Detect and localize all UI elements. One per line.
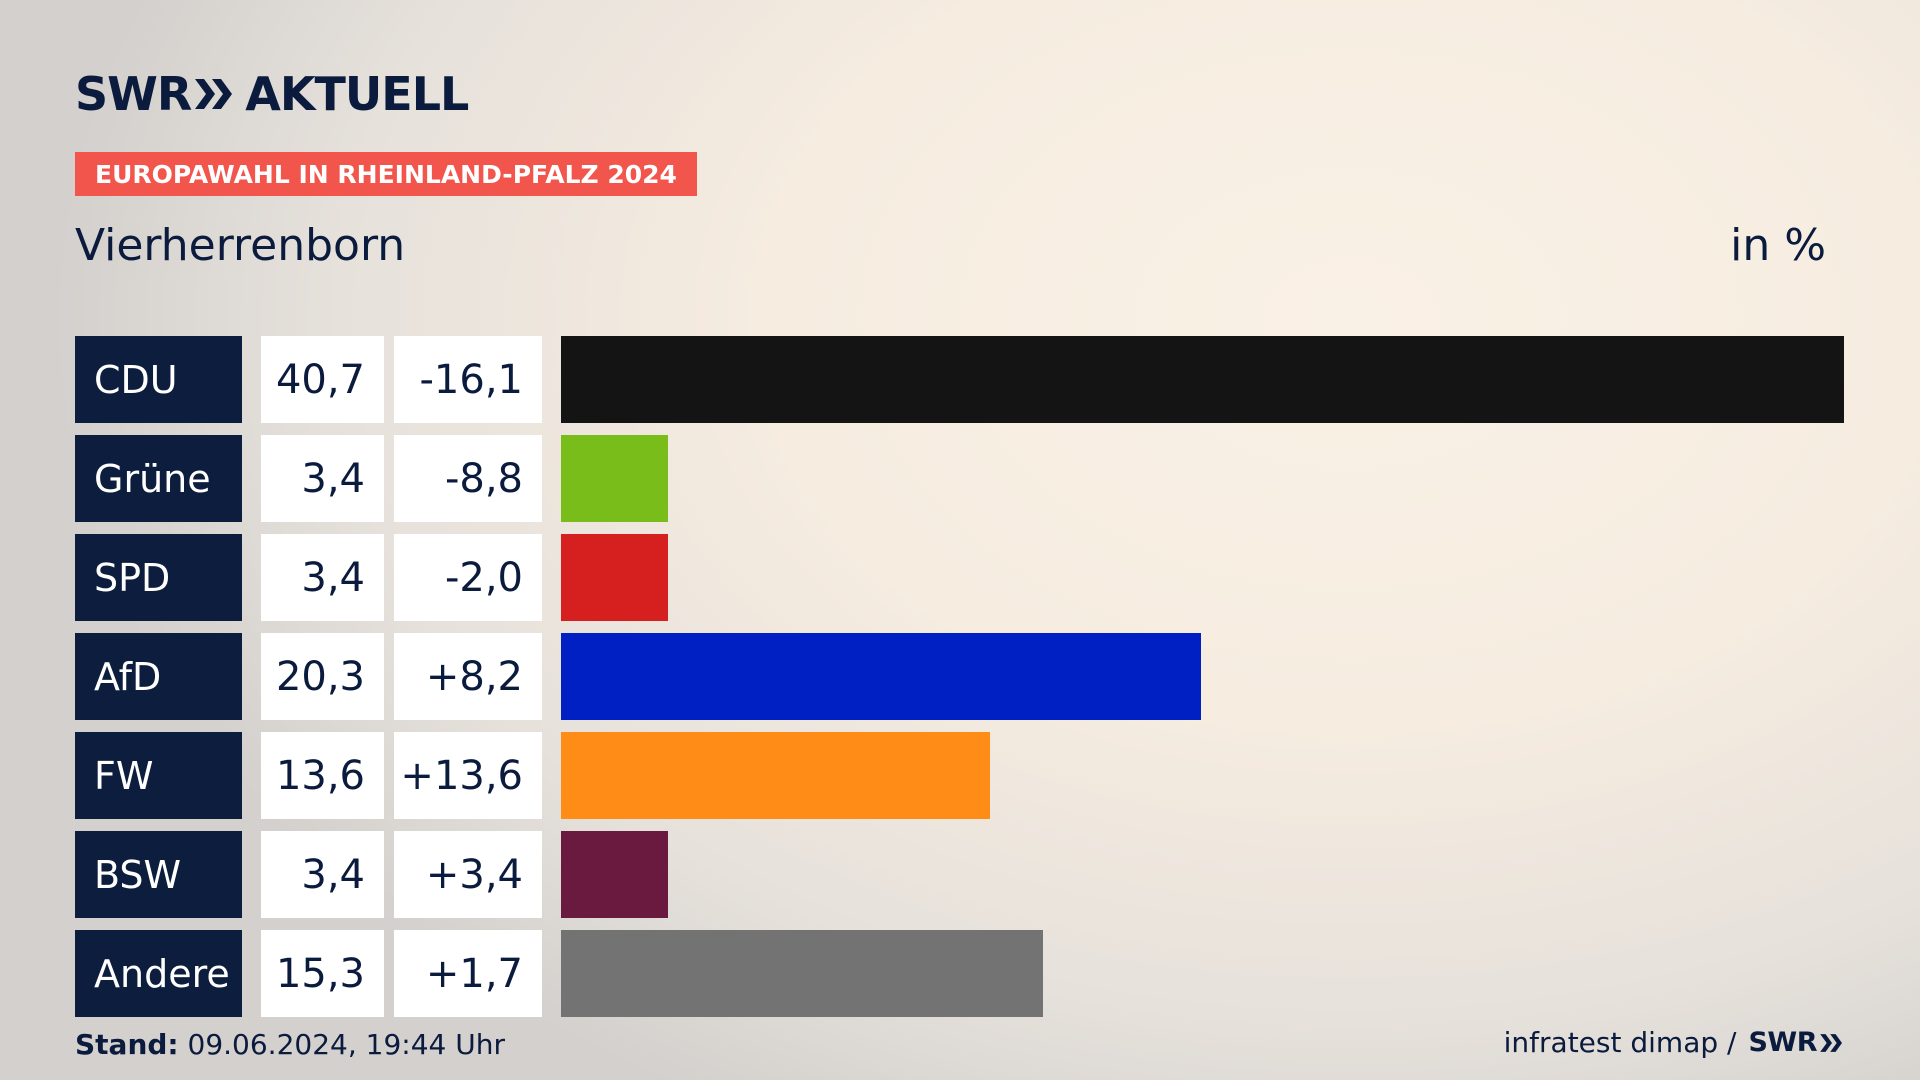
result-bar [561, 930, 1043, 1017]
party-row: AfD 20,3 +8,2 [75, 633, 1845, 720]
result-value: 13,6 [261, 732, 384, 819]
result-value: 3,4 [261, 831, 384, 918]
change-value: -8,8 [394, 435, 542, 522]
result-value: 40,7 [261, 336, 384, 423]
change-value: -2,0 [394, 534, 542, 621]
unit-label: in % [1730, 220, 1826, 271]
party-label: CDU [75, 336, 242, 423]
result-bar [561, 633, 1201, 720]
change-value: -16,1 [394, 336, 542, 423]
result-value: 20,3 [261, 633, 384, 720]
change-value: +1,7 [394, 930, 542, 1017]
result-bar [561, 534, 668, 621]
party-label: BSW [75, 831, 242, 918]
party-row: BSW 3,4 +3,4 [75, 831, 1845, 918]
double-chevron-icon [195, 77, 235, 111]
timestamp: Stand: 09.06.2024, 19:44 Uhr [75, 1028, 505, 1061]
change-value: +13,6 [394, 732, 542, 819]
swr-aktuell-logo: SWR AKTUELL [75, 64, 469, 124]
logo-swr-text: SWR [75, 67, 192, 121]
logo-aktuell-text: AKTUELL [245, 67, 469, 121]
swr-small-text: SWR [1748, 1027, 1817, 1058]
party-row: SPD 3,4 -2,0 [75, 534, 1845, 621]
party-label: FW [75, 732, 242, 819]
source-credit: infratest dimap / SWR [1504, 1026, 1844, 1059]
result-value: 3,4 [261, 534, 384, 621]
swr-small-logo: SWR [1748, 1027, 1844, 1058]
party-label: Andere [75, 930, 242, 1017]
timestamp-value: 09.06.2024, 19:44 Uhr [178, 1028, 505, 1061]
party-row: Andere 15,3 +1,7 [75, 930, 1845, 1017]
change-value: +3,4 [394, 831, 542, 918]
result-value: 3,4 [261, 435, 384, 522]
change-value: +8,2 [394, 633, 542, 720]
party-row: Grüne 3,4 -8,8 [75, 435, 1845, 522]
party-label: Grüne [75, 435, 242, 522]
result-bar [561, 732, 990, 819]
result-bar [561, 336, 1844, 423]
timestamp-label: Stand: [75, 1028, 179, 1061]
party-row: CDU 40,7 -16,1 [75, 336, 1845, 423]
source-text: infratest dimap / [1503, 1026, 1737, 1059]
party-row: FW 13,6 +13,6 [75, 732, 1845, 819]
election-tag: EUROPAWAHL IN RHEINLAND-PFALZ 2024 [75, 152, 697, 196]
party-label: AfD [75, 633, 242, 720]
party-label: SPD [75, 534, 242, 621]
chart-title: Vierherrenborn [75, 220, 406, 271]
result-bar [561, 435, 668, 522]
result-value: 15,3 [261, 930, 384, 1017]
result-bar [561, 831, 668, 918]
